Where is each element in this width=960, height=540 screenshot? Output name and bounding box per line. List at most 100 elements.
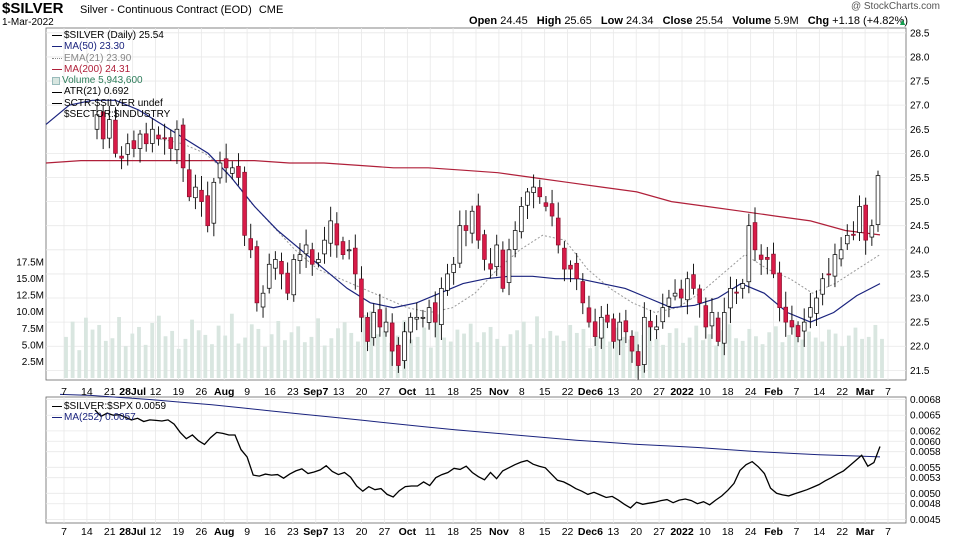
candle-down [162,137,167,140]
x-tick-label: 13 [607,386,619,398]
x-tick-label: 26 [195,386,207,398]
candle-down [863,204,868,241]
volume-bar [594,336,599,378]
candle-up [230,167,235,174]
candle-down [629,335,635,352]
ratio-tick-label: 0.0065 [910,411,941,422]
volume-bar [773,326,778,378]
candle-down [851,233,856,236]
grid-lines [46,28,906,523]
ratio-tick-label: 0.0055 [910,463,941,474]
x-tick-label: Dec6 [578,526,603,538]
candle-down [715,317,721,342]
candle-down [697,288,702,304]
candle-down [279,260,284,275]
candle-up [322,239,327,255]
candle-down [359,278,364,318]
volume-bar [117,317,121,378]
candle-down [500,249,506,289]
ohlc-summary: Open 24.45 High 25.65 Low 24.34 Close 25… [469,15,908,27]
volume-bar [488,326,493,378]
volume-bar [760,344,765,378]
x-tick-label: Nov [489,526,509,538]
price-tick-label: 25.0 [910,197,930,208]
volume-bar [203,334,208,378]
close-label: Close [662,15,693,27]
candle-down [562,247,567,270]
volume-bar [150,322,155,378]
volume-bar [309,336,314,378]
ratio-tick-label: 0.0053 [910,473,941,484]
volume-bar [694,325,699,378]
x-tick-label: Aug [214,386,234,398]
volume-bar [687,337,692,378]
price-tick-label: 23.5 [910,269,930,280]
volume-bar [415,336,420,378]
volume-bar [103,340,108,378]
volume-bar [435,314,440,378]
candle-up [371,312,376,339]
candle-up [838,249,844,260]
volume-bar [236,343,241,378]
volume-bar [767,332,772,378]
candle-up [808,307,813,318]
x-tick-label: 23 [287,526,299,538]
candle-down [623,320,629,333]
volume-bar [561,340,566,378]
volume-bar [793,323,798,378]
volume-bar [110,338,115,378]
candle-up [217,162,223,179]
high-value: 25.65 [564,15,592,27]
legend-text: MA(50) 23.30 [64,41,125,53]
legend-swatch [52,406,62,408]
ratio-legend: $SILVER:$SPX 0.0059 MA(252) 0.0057 [52,401,166,424]
x-tick-label: 21 [104,526,116,538]
candle-down [537,187,543,198]
candle-up [740,283,745,289]
stockcharts-credit[interactable]: @ StockCharts.com [850,1,940,12]
candle-up [469,210,475,234]
legend-entry: $SILVER:$SPX 0.0059 [52,401,166,412]
x-tick-label: 18 [722,526,734,538]
legend-text: EMA(21) 23.90 [64,52,132,64]
x-tick-label: 7 [794,526,800,538]
x-tick-label: 25 [470,386,482,398]
open-value: 24.45 [500,15,528,27]
volume-bar [64,336,68,378]
volume-bar [336,328,340,378]
candle-down [691,274,696,289]
legend-text: MA(200) 24.31 [64,63,131,75]
volume-tick-label: 2.5M [22,357,44,368]
x-tick-label: 20 [630,526,642,538]
volume-bar [355,341,360,378]
candle-up [820,278,825,295]
candle-up [506,249,512,283]
volume-bar [720,330,725,378]
ratio-tick-label: 0.0048 [910,499,941,510]
volume-bar [448,341,453,378]
price-tick-label: 21.5 [910,366,930,377]
volume-bar [601,319,606,378]
volume-bar [77,350,82,378]
chart-symbol: $SILVER [2,0,64,17]
candle-up [642,316,647,365]
volume-bar [263,346,267,378]
candle-up [291,259,297,296]
candle-up [617,321,622,341]
candle-up [94,114,100,130]
volume-bar [455,329,460,378]
volume-bar [734,338,738,378]
candle-up [869,225,875,238]
volume-label: Volume [732,15,772,27]
volume-bar [389,342,393,378]
ratio-tick-label: 0.0068 [910,395,941,406]
legend-text: ATR(21) 0.692 [64,86,129,98]
price-tick-label: 24.0 [910,245,930,256]
price-tick-label: 23.0 [910,294,930,305]
x-tick-label: Aug [214,526,234,538]
candle-down [482,234,487,260]
volume-bar [442,337,447,378]
volume-bar [143,344,148,378]
volume-bar [667,332,672,378]
candle-up [273,259,278,269]
